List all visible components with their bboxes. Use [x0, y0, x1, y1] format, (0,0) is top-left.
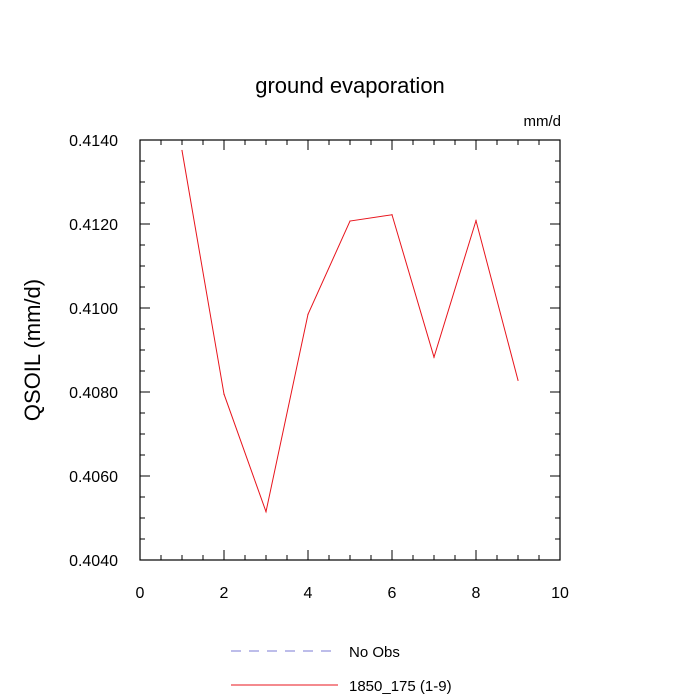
x-tick-labels: 0 2 4 6 8 10: [136, 585, 569, 602]
x-tick-label: 8: [472, 585, 481, 602]
y-tick-label: 0.4100: [69, 301, 118, 318]
series-lines: [181, 149, 519, 514]
y-tick-label: 0.4080: [69, 385, 118, 402]
x-tick-label: 2: [220, 585, 229, 602]
data-point: [307, 313, 309, 315]
data-point: [475, 220, 477, 222]
data-point: [391, 214, 393, 216]
y-tick-label: 0.4140: [69, 133, 118, 150]
units-label: mm/d: [524, 113, 562, 130]
y-tick-label: 0.4040: [69, 553, 118, 570]
data-point: [349, 220, 351, 222]
legend-label: 1850_175 (1-9): [349, 678, 452, 695]
x-tick-label: 4: [304, 585, 313, 602]
data-point: [223, 393, 225, 395]
chart-title: ground evaporation: [255, 73, 445, 98]
y-tick-labels: 0.4040 0.4060 0.4080 0.4100 0.4120 0.4140: [69, 133, 118, 570]
series-line: [181, 150, 519, 514]
plot-frame: [139, 139, 561, 561]
legend-label: No Obs: [349, 644, 400, 661]
axis-ticks: [139, 139, 561, 561]
legend: No Obs 1850_175 (1-9): [231, 644, 452, 695]
data-point: [433, 356, 435, 358]
x-tick-label: 6: [388, 585, 397, 602]
x-tick-label: 10: [551, 585, 569, 602]
y-axis-label: QSOIL (mm/d): [20, 279, 45, 421]
y-tick-label: 0.4060: [69, 469, 118, 486]
data-point: [265, 511, 267, 513]
data-point: [181, 149, 183, 152]
y-tick-label: 0.4120: [69, 217, 118, 234]
x-tick-label: 0: [136, 585, 145, 602]
data-point: [517, 379, 519, 381]
